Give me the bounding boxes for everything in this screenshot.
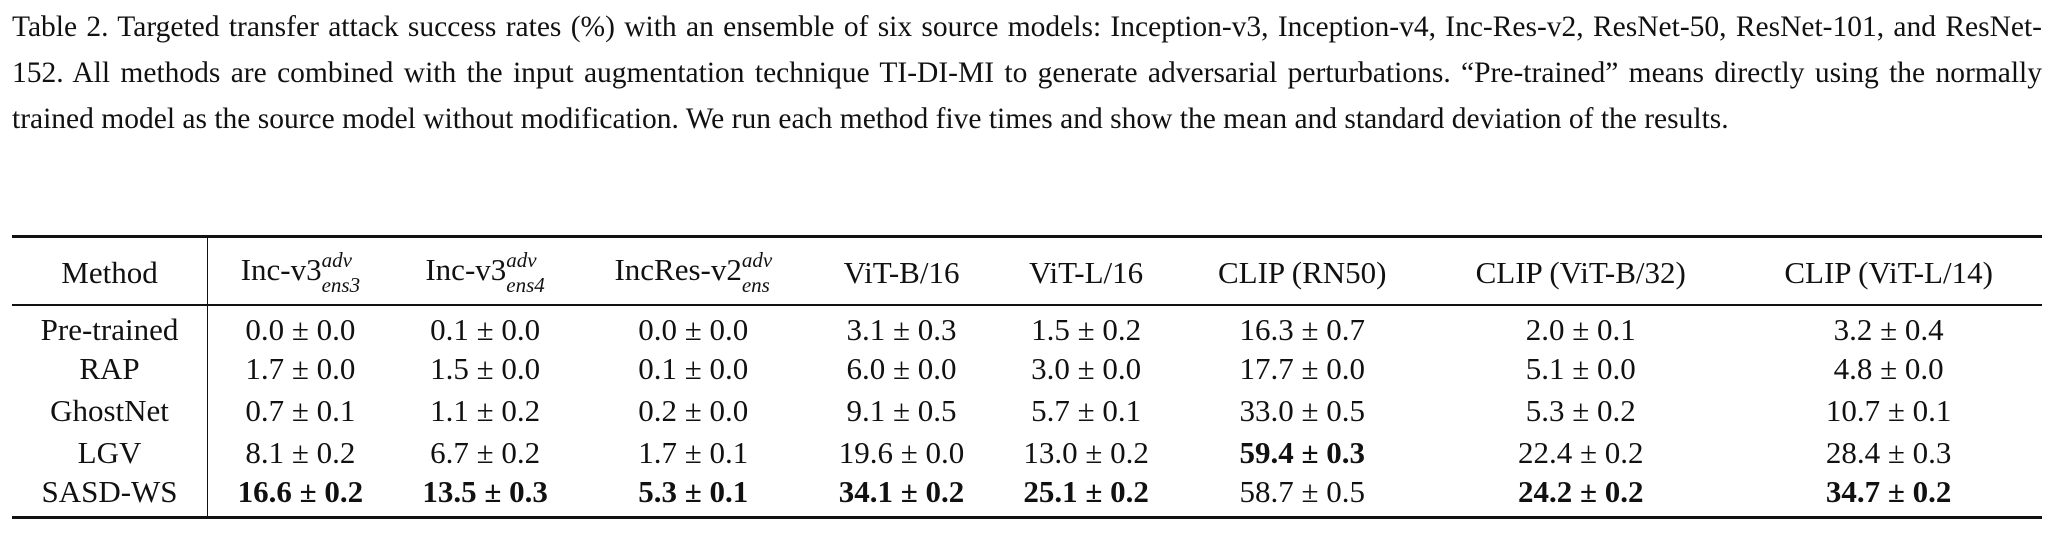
header-col: ViT-B/16 xyxy=(809,236,994,306)
table-cell: 1.5 ± 0.0 xyxy=(430,350,541,386)
table-row: Pre-trained 0.0 ± 0.0 0.1 ± 0.0 0.0 ± 0.0 3.… xyxy=(12,304,2042,348)
table-cell: 0.0 ± 0.0 xyxy=(638,311,749,347)
row-method: GhostNet xyxy=(12,389,208,432)
header-col-superscript: adv xyxy=(506,247,537,272)
table-cell: 1.7 ± 0.0 xyxy=(245,350,356,386)
header-col-scripts: adv ens xyxy=(741,247,773,297)
table-cell: 0.2 ± 0.0 xyxy=(638,392,749,428)
table-cell: 24.2 ± 0.2 xyxy=(1517,473,1644,509)
header-col: Inc-v3 adv ens4 xyxy=(392,236,578,306)
header-col-subscript: ens xyxy=(741,272,770,297)
table-cell: 25.1 ± 0.2 xyxy=(1023,473,1149,509)
row-method: Pre-trained xyxy=(12,304,208,348)
table-cell: 1.5 ± 0.2 xyxy=(1031,311,1142,347)
table-cell: 34.1 ± 0.2 xyxy=(838,473,965,509)
table-caption: Table 2. Targeted transfer attack succes… xyxy=(12,11,2042,135)
table-cell: 9.1 ± 0.5 xyxy=(846,392,957,428)
header-col-label: ViT-L/16 xyxy=(1029,254,1144,290)
table-cell: 19.6 ± 0.0 xyxy=(838,434,965,470)
row-method: SASD-WS xyxy=(12,473,208,517)
table-cell: 0.7 ± 0.1 xyxy=(245,392,356,428)
header-col-scripts: adv ens4 xyxy=(506,247,545,297)
table-cell: 17.7 ± 0.0 xyxy=(1239,350,1365,386)
table-cell: 0.1 ± 0.0 xyxy=(638,350,749,386)
table-cell: 8.1 ± 0.2 xyxy=(245,434,356,470)
header-col-superscript: adv xyxy=(741,247,773,272)
table-cell: 3.2 ± 0.4 xyxy=(1833,311,1944,347)
table-cell: 22.4 ± 0.2 xyxy=(1517,434,1644,470)
table-cell: 3.0 ± 0.0 xyxy=(1031,350,1142,386)
table-row: GhostNet 0.7 ± 0.1 1.1 ± 0.2 0.2 ± 0.0 9.1 ±… xyxy=(12,389,2042,432)
header-col-scripts: adv ens3 xyxy=(321,247,361,297)
header-col: CLIP (ViT-L/14) xyxy=(1735,236,2042,306)
table-cell: 5.3 ± 0.1 xyxy=(638,473,749,509)
table-cell: 5.1 ± 0.0 xyxy=(1525,350,1636,386)
table-cell: 16.6 ± 0.2 xyxy=(237,473,364,509)
table-cell: 5.3 ± 0.2 xyxy=(1525,392,1636,428)
table-cell: 33.0 ± 0.5 xyxy=(1239,392,1365,428)
header-col-label: CLIP (ViT-L/14) xyxy=(1784,254,1993,290)
table-cell: 0.1 ± 0.0 xyxy=(430,311,541,347)
header-col-label: Inc-v3 xyxy=(425,251,507,287)
header-col-label: CLIP (ViT-B/32) xyxy=(1475,254,1686,290)
header-method: Method xyxy=(12,236,208,306)
header-col-label: ViT-B/16 xyxy=(843,254,960,290)
header-col-label: Inc-v3 xyxy=(240,251,322,287)
header-col-subscript: ens4 xyxy=(506,272,545,297)
table-cell: 6.0 ± 0.0 xyxy=(846,350,957,386)
header-row: Method Inc-v3 adv ens3 Inc-v3 adv ens4 IncRes-… xyxy=(12,236,2042,306)
table-row: LGV 8.1 ± 0.2 6.7 ± 0.2 1.7 ± 0.1 19.6 ± 0.0… xyxy=(12,431,2042,474)
table-cell: 0.0 ± 0.0 xyxy=(245,311,356,347)
header-col-subscript: ens3 xyxy=(321,272,361,297)
table-cell: 1.7 ± 0.1 xyxy=(638,434,749,470)
header-col-label: CLIP (RN50) xyxy=(1217,254,1387,290)
header-col-superscript: adv xyxy=(321,247,352,272)
row-method: RAP xyxy=(12,347,208,390)
header-col: Inc-v3 adv ens3 xyxy=(207,236,393,306)
table-cell: 13.0 ± 0.2 xyxy=(1023,434,1149,470)
header-col: ViT-L/16 xyxy=(993,236,1179,306)
header-col: IncRes-v2 adv ens xyxy=(577,236,810,306)
table-cell: 6.7 ± 0.2 xyxy=(430,434,541,470)
table-cell: 59.4 ± 0.3 xyxy=(1239,434,1365,470)
row-method: LGV xyxy=(12,431,208,474)
table-cell: 2.0 ± 0.1 xyxy=(1525,311,1636,347)
table-header: Method Inc-v3 adv ens3 Inc-v3 adv ens4 IncRes-… xyxy=(12,236,2042,306)
table-cell: 16.3 ± 0.7 xyxy=(1239,311,1365,347)
table-cell: 34.7 ± 0.2 xyxy=(1825,473,1952,509)
table-cell: 10.7 ± 0.1 xyxy=(1825,392,1952,428)
header-col: CLIP (ViT-B/32) xyxy=(1426,236,1736,306)
table-cell: 5.7 ± 0.1 xyxy=(1031,392,1142,428)
table-cell: 3.1 ± 0.3 xyxy=(846,311,957,347)
table-cell: 1.1 ± 0.2 xyxy=(430,392,541,428)
table-body: Pre-trained 0.0 ± 0.0 0.1 ± 0.0 0.0 ± 0.0 3.… xyxy=(12,304,2042,517)
table-cell: 4.8 ± 0.0 xyxy=(1833,350,1944,386)
header-col-label: IncRes-v2 xyxy=(614,251,742,287)
header-col: CLIP (RN50) xyxy=(1178,236,1427,306)
table-cell: 13.5 ± 0.3 xyxy=(422,473,548,509)
table-cell: 28.4 ± 0.3 xyxy=(1825,434,1952,470)
table-row: RAP 1.7 ± 0.0 1.5 ± 0.0 0.1 ± 0.0 6.0 ± 0.0 3… xyxy=(12,347,2042,390)
table-row: SASD-WS 16.6 ± 0.2 13.5 ± 0.3 5.3 ± 0.1 34.1… xyxy=(12,473,2042,517)
results-table-container: Method Inc-v3 adv ens3 Inc-v3 adv ens4 IncRes-… xyxy=(12,235,2042,519)
results-table: Method Inc-v3 adv ens3 Inc-v3 adv ens4 IncRes-… xyxy=(12,235,2042,519)
table-cell: 58.7 ± 0.5 xyxy=(1239,473,1365,509)
